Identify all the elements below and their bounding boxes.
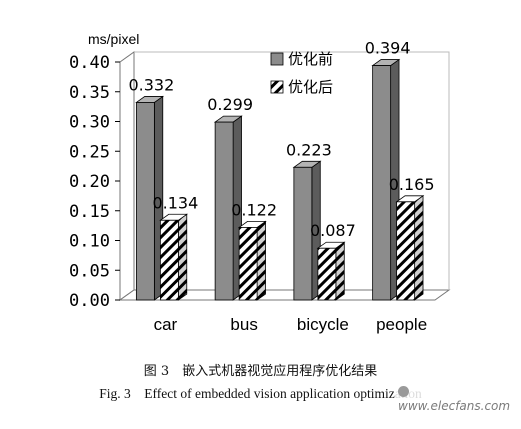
y-tick-label: 0.30 bbox=[69, 113, 110, 133]
y-tick-label: 0.25 bbox=[69, 142, 110, 162]
data-label: 0.223 bbox=[286, 140, 332, 159]
data-label: 0.122 bbox=[231, 200, 277, 219]
figure-caption-chinese: 图 3 嵌入式机器视觉应用程序优化结果 bbox=[0, 360, 521, 379]
bar bbox=[397, 196, 423, 300]
watermark: www.elecfans.com bbox=[395, 385, 521, 413]
data-label: 0.299 bbox=[207, 95, 253, 114]
legend-label: 优化前 bbox=[288, 50, 333, 68]
bar-side bbox=[257, 221, 265, 300]
bar bbox=[160, 214, 186, 300]
x-tick-label: bicycle bbox=[297, 315, 349, 334]
watermark-logo-icon bbox=[398, 386, 409, 397]
bar-side bbox=[178, 214, 186, 300]
y-tick-label: 0.35 bbox=[69, 83, 110, 103]
x-tick-label: car bbox=[154, 315, 178, 334]
bar bbox=[318, 242, 344, 300]
data-label: 0.087 bbox=[310, 221, 356, 240]
bar-side bbox=[336, 242, 344, 300]
legend-label: 优化后 bbox=[288, 78, 333, 96]
y-tick-label: 0.05 bbox=[69, 261, 110, 281]
data-label: 0.394 bbox=[365, 39, 411, 58]
data-label: 0.165 bbox=[389, 175, 435, 194]
legend-item: 优化前 bbox=[271, 50, 333, 68]
y-axis: 0.00 0.05 0.10 0.15 0.20 0.25 0.30 0.35 0.40 bbox=[69, 53, 120, 311]
data-label: 0.332 bbox=[128, 75, 174, 94]
watermark-text: www.elecfans.com bbox=[398, 399, 510, 413]
legend-swatch bbox=[271, 53, 283, 65]
bar-front bbox=[397, 202, 415, 300]
y-axis-label: ms/pixel bbox=[88, 31, 139, 47]
x-tick-label: bus bbox=[230, 315, 257, 334]
legend-item: 优化后 bbox=[271, 78, 333, 96]
bar-front bbox=[318, 248, 336, 300]
bar-side bbox=[415, 196, 423, 300]
data-label: 0.134 bbox=[152, 193, 198, 212]
legend-swatch bbox=[271, 81, 283, 93]
bar-front bbox=[239, 227, 257, 300]
y-tick-label: 0.00 bbox=[69, 291, 110, 311]
bar bbox=[239, 221, 265, 300]
x-tick-label: people bbox=[376, 315, 427, 334]
bar-chart: 0.00 0.05 0.10 0.15 0.20 0.25 0.30 0.35 0.40 0.3… bbox=[0, 0, 521, 360]
y-tick-label: 0.15 bbox=[69, 202, 110, 222]
y-tick-label: 0.10 bbox=[69, 232, 110, 252]
y-tick-label: 0.40 bbox=[69, 53, 110, 73]
bar-front bbox=[160, 220, 178, 300]
y-tick-label: 0.20 bbox=[69, 172, 110, 192]
